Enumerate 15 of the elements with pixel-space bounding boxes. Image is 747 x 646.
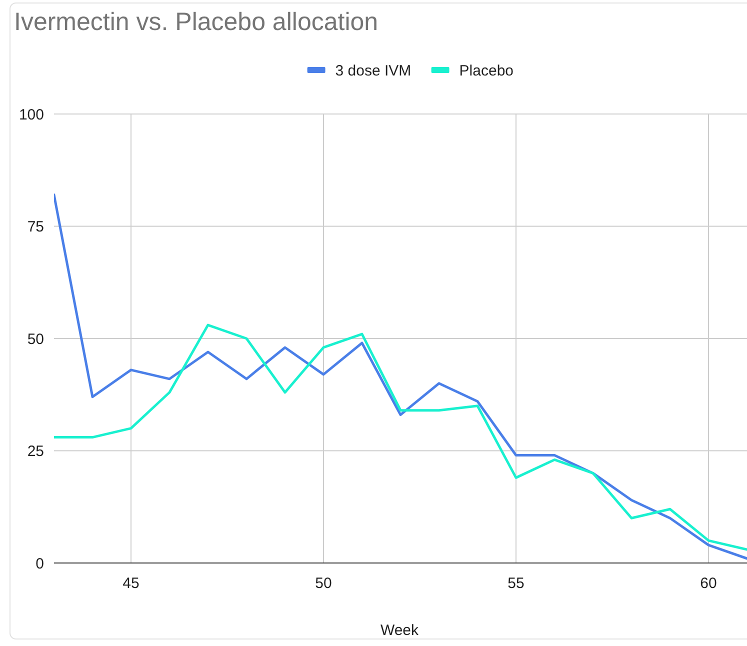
legend-label: Placebo [459,62,514,80]
line-series [54,194,747,560]
line-series [54,324,747,551]
y-tick-label: 0 [36,555,44,572]
x-tick-label: 50 [315,575,332,592]
x-tick-label: 55 [508,575,524,592]
y-tick-label: 100 [18,106,44,124]
y-tick-label: 25 [27,443,44,460]
x-tick-label: 45 [122,575,140,592]
chart-title: Ivermectin vs. Placebo allocation [14,8,378,36]
x-tick-label: 60 [700,575,717,592]
y-tick-label: 75 [27,218,44,236]
x-axis-title: Week [380,622,420,639]
y-tick-label: 50 [27,330,44,348]
legend-label: 3 dose IVM [335,62,412,80]
